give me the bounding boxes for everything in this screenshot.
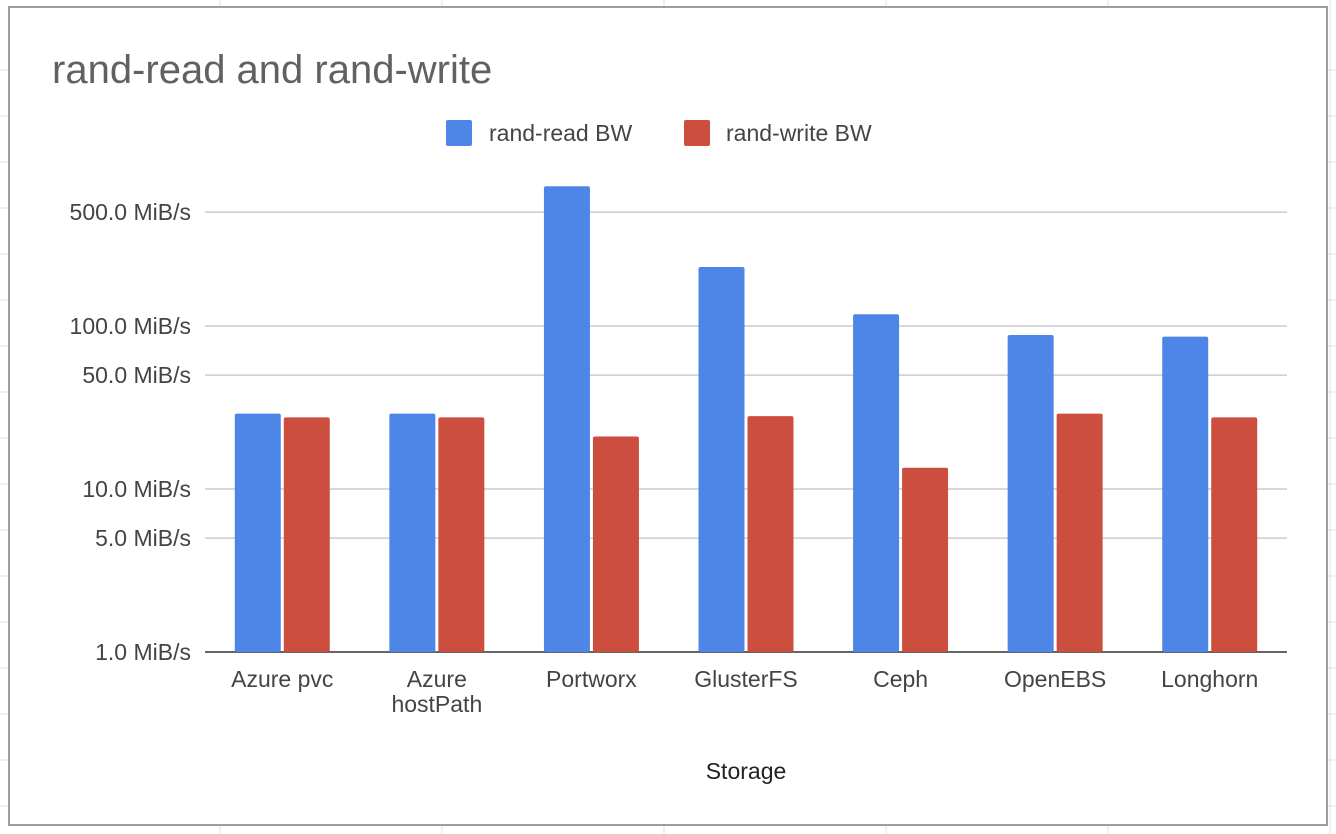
rand-read-bar[interactable] xyxy=(543,186,590,652)
rand-write-bar[interactable] xyxy=(438,417,485,652)
rand-write-bar[interactable] xyxy=(747,416,794,652)
y-tick-label: 500.0 MiB/s xyxy=(70,199,191,225)
x-tick-label: Ceph xyxy=(873,666,928,692)
rand-read-bar[interactable] xyxy=(1007,335,1054,652)
chart-title: rand-read and rand-write xyxy=(52,48,493,92)
y-tick-label: 50.0 MiB/s xyxy=(82,362,191,388)
x-tick-label: Azure xyxy=(407,666,467,692)
x-tick-label: hostPath xyxy=(391,691,482,717)
rand-write-bar[interactable] xyxy=(1056,413,1103,652)
gridlines xyxy=(205,211,1287,653)
x-axis-title: Storage xyxy=(706,758,787,784)
bars xyxy=(234,186,1258,652)
rand-write-bar[interactable] xyxy=(1211,417,1258,652)
rand-read-bar[interactable] xyxy=(1162,336,1209,652)
rand-read-bar[interactable] xyxy=(234,413,281,652)
rand-read-bar[interactable] xyxy=(698,267,745,652)
rand-write-bar[interactable] xyxy=(592,436,639,652)
chart-container[interactable]: rand-read and rand-write xyxy=(8,6,1328,826)
rand-write-bar[interactable] xyxy=(902,467,949,652)
legend-label[interactable]: rand-read BW xyxy=(489,120,632,146)
x-tick-label: OpenEBS xyxy=(1004,666,1106,692)
x-tick-label: Longhorn xyxy=(1161,666,1258,692)
rand-read-bar[interactable] xyxy=(389,413,436,652)
rand-write-bar[interactable] xyxy=(283,417,330,652)
y-axis-tick-labels: 1.0 MiB/s 5.0 MiB/s 10.0 MiB/s 50.0 MiB/s 10… xyxy=(70,199,191,665)
y-tick-label: 10.0 MiB/s xyxy=(82,476,191,502)
y-tick-label: 100.0 MiB/s xyxy=(70,313,191,339)
y-tick-label: 5.0 MiB/s xyxy=(95,525,191,551)
x-tick-label: GlusterFS xyxy=(694,666,798,692)
x-tick-label: Azure pvc xyxy=(231,666,333,692)
legend-swatch xyxy=(446,120,472,146)
legend-swatch xyxy=(684,120,710,146)
legend-label[interactable]: rand-write BW xyxy=(726,120,872,146)
x-tick-label: Portworx xyxy=(546,666,637,692)
y-tick-label: 1.0 MiB/s xyxy=(95,639,191,665)
legend[interactable]: rand-read BW rand-write BW xyxy=(446,120,872,146)
rand-read-bar[interactable] xyxy=(853,314,900,652)
